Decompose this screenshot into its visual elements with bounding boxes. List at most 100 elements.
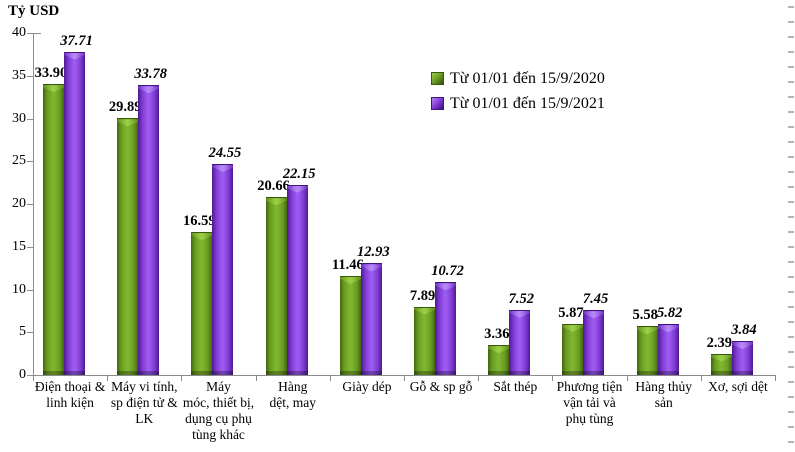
bar-2021: 33.78 <box>134 66 167 375</box>
category-slot: 11.46 12.93 <box>330 33 404 375</box>
bar-top-bevel <box>710 354 732 362</box>
x-axis-tick <box>700 375 702 381</box>
y-axis-tick <box>27 118 33 120</box>
bar-2020: 5.58 <box>632 307 658 375</box>
value-label-2021: 10.72 <box>431 263 464 280</box>
category-slot: 5.58 5.82 <box>627 33 701 375</box>
value-label-2021: 7.45 <box>582 291 609 308</box>
bar-bottom-bevel <box>117 371 139 375</box>
category-label: Sắt thép <box>493 379 538 394</box>
bar-2021: 5.82 <box>657 305 682 375</box>
category-axis-labels: Điện thoại & linh kiện Máy vi tính, sp đi… <box>33 379 775 443</box>
bar-bottom-bevel <box>636 371 658 375</box>
category-slot: 3.36 7.52 <box>478 33 552 375</box>
category-slot: 16.59 24.55 <box>181 33 255 375</box>
y-axis-tick-label: 20 <box>12 196 26 211</box>
legend-item-2021: Từ 01/01 đến 15/9/2021 <box>431 91 605 116</box>
category-label: Hàng dệt, may <box>269 379 316 410</box>
bar-top-bevel <box>117 119 139 127</box>
category-label: Phương tiện vận tải và phụ tùng <box>556 379 623 426</box>
bar-bottom-bevel <box>360 371 382 375</box>
y-axis-tick <box>27 332 33 334</box>
y-axis-tick-label: 30 <box>12 110 26 126</box>
x-axis-tick <box>33 375 34 381</box>
value-label-2021: 12.93 <box>357 244 390 261</box>
value-label-2021: 37.71 <box>60 32 93 49</box>
category-slot: 7.89 10.72 <box>404 33 478 375</box>
bar-top-bevel <box>636 327 658 335</box>
value-label-2020: 33.90 <box>34 65 68 82</box>
y-axis-tick <box>27 75 33 77</box>
bar-bottom-bevel <box>265 371 287 375</box>
x-axis-tick <box>478 375 480 381</box>
bar-top-bevel <box>414 307 436 315</box>
bar-2021: 7.45 <box>583 291 608 375</box>
bar-top-bevel <box>265 198 287 206</box>
bar-top-bevel <box>64 52 86 60</box>
bar-top-bevel <box>509 310 531 318</box>
value-label-2021: 5.82 <box>657 305 683 322</box>
bar-top-bevel <box>657 325 679 333</box>
bar-bottom-bevel <box>212 371 234 375</box>
legend-label-2020: Từ 01/01 đến 15/9/2020 <box>450 69 605 87</box>
category-label: Xơ, sợi dệt <box>708 379 768 394</box>
value-label-2020: 3.36 <box>484 326 510 343</box>
value-label-2020: 29.89 <box>108 99 142 116</box>
y-axis-unit-label: Tỷ USD <box>8 3 60 19</box>
bar-bottom-bevel <box>43 371 65 375</box>
y-axis-tick <box>27 289 33 291</box>
x-axis-tick <box>404 375 405 381</box>
bar-top-bevel <box>583 311 605 319</box>
y-axis-line <box>33 33 34 381</box>
y-axis-tick-label: 0 <box>19 367 26 382</box>
bar-2020: 16.59 <box>183 213 216 375</box>
bar-bottom-bevel <box>414 371 436 375</box>
y-axis-tick <box>27 375 33 376</box>
bar-top-bevel <box>562 324 584 332</box>
bar-bottom-bevel <box>138 371 160 375</box>
value-label-2021: 33.78 <box>134 66 168 83</box>
y-axis-tick-label: 40 <box>12 25 26 40</box>
bar-2021: 37.71 <box>60 33 93 375</box>
legend-item-2020: Từ 01/01 đến 15/9/2020 <box>431 66 605 91</box>
y-axis-tick <box>27 246 33 248</box>
bar-2020: 11.46 <box>332 257 364 375</box>
bar-bottom-bevel <box>191 371 213 375</box>
bar-2021: 22.15 <box>283 166 315 375</box>
bar-2021: 12.93 <box>357 244 390 375</box>
x-axis-tick <box>107 375 109 381</box>
bar-bottom-bevel <box>562 371 584 375</box>
bar-2021: 10.72 <box>431 263 464 375</box>
legend: Từ 01/01 đến 15/9/2020 Từ 01/01 đến 15/9… <box>431 66 605 116</box>
category-label: Điện thoại & linh kiện <box>34 379 106 410</box>
category-label: Máy móc, thiết bị, dụng cụ phụ tùng khác <box>182 379 255 442</box>
category-slot: 5.87 7.45 <box>552 33 626 375</box>
bar-bottom-bevel <box>509 371 531 375</box>
category-label: Gỗ & sp gỗ <box>409 379 473 394</box>
bar-top-bevel <box>286 185 308 193</box>
bar-2020: 7.89 <box>410 288 436 375</box>
x-axis-tick <box>255 375 257 381</box>
category-slot: 20.66 22.15 <box>256 33 330 375</box>
bar-bottom-bevel <box>583 371 605 375</box>
value-label-2020: 2.39 <box>706 334 733 351</box>
y-axis-tick <box>27 161 33 163</box>
bar-2021: 7.52 <box>509 291 534 375</box>
plot-area: 33.90 37.71 29.89 33.78 16.59 24.55 20.66 22.15… <box>33 33 775 375</box>
bar-top-bevel <box>43 85 65 93</box>
category-slot: 29.89 33.78 <box>107 33 181 375</box>
bar-2020: 33.90 <box>35 65 67 375</box>
bar-bottom-bevel <box>435 371 457 375</box>
bar-bottom-bevel <box>657 371 679 375</box>
bar-top-bevel <box>731 342 753 350</box>
bar-top-bevel <box>212 165 234 173</box>
bar-2020: 29.89 <box>109 99 141 375</box>
category-slot: 33.90 37.71 <box>33 33 107 375</box>
category-slot: 2.39 3.84 <box>701 33 775 375</box>
value-label-2020: 20.66 <box>257 178 290 195</box>
y-axis-tick <box>27 33 33 34</box>
x-axis-tick <box>329 375 331 381</box>
value-label-2020: 5.87 <box>558 304 584 321</box>
bar-bottom-bevel <box>339 371 361 375</box>
